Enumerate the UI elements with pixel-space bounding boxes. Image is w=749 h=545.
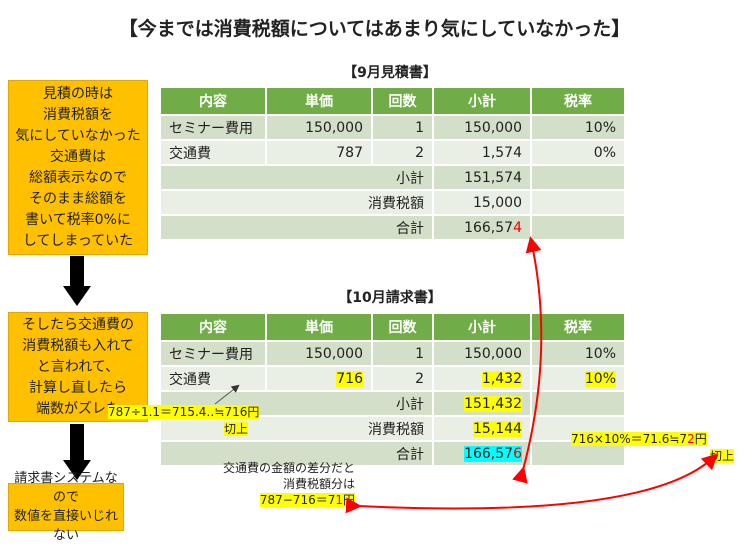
note-line: そしたら交通費の: [22, 316, 134, 333]
round-up-label: 切上: [224, 422, 249, 436]
diff-note: 交通費の金額の差分だと 消費税額分は 787−716＝71円: [222, 461, 355, 507]
down-arrow-head-icon: [63, 286, 91, 306]
table-row: 交通費 716 2 1,432 10%: [159, 365, 626, 392]
cell: 1,574: [432, 139, 532, 166]
col-header: 内容: [159, 312, 267, 342]
note-line: 気にしていなかった: [15, 127, 141, 144]
col-header: 単価: [265, 312, 373, 342]
note-box-recalc: そしたら交通費の 消費税額も入れて と言われて、 計算し直したら 端数がズレた: [8, 312, 148, 422]
note-box-system: 請求書システムなので 数値を直接いじれない: [8, 471, 124, 543]
down-arrow-head-icon: [63, 460, 91, 480]
unit-calc-note: 787÷1.1＝715.4‥≒716円: [108, 405, 260, 419]
estimate-table: 内容 単価 回数 小計 税率 セミナー費用 150,000 1 150,000 10% 交通費 7…: [159, 86, 626, 241]
col-header: 税率: [530, 86, 626, 116]
col-header: 単価: [265, 86, 373, 116]
table-row: 交通費 787 2 1,574 0%: [159, 139, 626, 166]
note-line: 数値を直接いじれない: [13, 509, 118, 543]
subtotal-row: 小計 151,574: [159, 164, 626, 191]
tax-label: 消費税額: [159, 415, 434, 442]
cell: 716: [265, 365, 373, 392]
note-line: 端数がズレた: [36, 400, 120, 417]
cell: セミナー費用: [159, 114, 267, 141]
cell: 150,000: [432, 114, 532, 141]
col-header: 回数: [371, 312, 434, 342]
note-line: 総額表示なので: [29, 169, 127, 186]
total-value: 166,574: [432, 214, 532, 241]
cell: 150,000: [265, 340, 373, 367]
cell: 交通費: [159, 365, 267, 392]
tax-label: 消費税額: [159, 189, 434, 216]
col-header: 小計: [432, 86, 532, 116]
cell: 0%: [530, 139, 626, 166]
subtotal-value: 151,574: [432, 164, 532, 191]
invoice-heading: 【10月請求書】: [338, 290, 442, 306]
cell: 2: [371, 365, 434, 392]
total-label: 合計: [159, 214, 434, 241]
col-header: 内容: [159, 86, 267, 116]
note-line: 消費税額を: [43, 106, 113, 123]
table-header: 内容 単価 回数 小計 税率: [159, 86, 626, 116]
tax-value: 15,000: [432, 189, 532, 216]
total-compare-arrow: [512, 236, 543, 484]
total-row: 合計 166,574: [159, 214, 626, 241]
tax-diff-arrow: [345, 453, 718, 514]
note-line: 交通費は: [50, 148, 106, 165]
note-line: してしまっていた: [22, 232, 134, 249]
tax-calc-note: 716×10%＝71.6≒72円: [571, 432, 707, 446]
cell: 1: [371, 340, 434, 367]
note-line: 書いて税率0%に: [25, 211, 131, 228]
subtotal-label: 小計: [159, 164, 434, 191]
cell: 交通費: [159, 139, 267, 166]
tax-row: 消費税額 15,000: [159, 189, 626, 216]
note-box-estimate: 見積の時は消費税額を気にしていなかった 交通費は総額表示なので そのまま総額を 書いて…: [8, 80, 148, 255]
down-arrow-icon: [70, 424, 84, 460]
table-row: セミナー費用 150,000 1 150,000 10%: [159, 114, 626, 141]
note-line: と言われて、: [36, 358, 120, 375]
note-line: 見積の時は: [43, 85, 113, 102]
note-line: そのまま総額を: [29, 190, 127, 207]
note-line: 請求書システムなので: [14, 471, 118, 505]
cell: 787: [265, 139, 373, 166]
col-header: 回数: [371, 86, 434, 116]
note-line: 計算し直したら: [29, 379, 127, 396]
pointer-arrow: [214, 384, 240, 405]
cell: 10%: [530, 365, 626, 392]
page-title: 【今までは消費税額についてはあまり気にしていなかった】: [118, 18, 631, 40]
estimate-heading: 【9月見積書】: [343, 65, 437, 81]
cell: 2: [371, 139, 434, 166]
cell: 10%: [530, 114, 626, 141]
cell: 10%: [530, 340, 626, 367]
note-line: 消費税額も入れて: [22, 337, 134, 354]
cell: セミナー費用: [159, 340, 267, 367]
cell: 1: [371, 114, 434, 141]
table-row: セミナー費用 150,000 1 150,000 10%: [159, 340, 626, 367]
cell: 150,000: [265, 114, 373, 141]
down-arrow-icon: [70, 256, 84, 286]
